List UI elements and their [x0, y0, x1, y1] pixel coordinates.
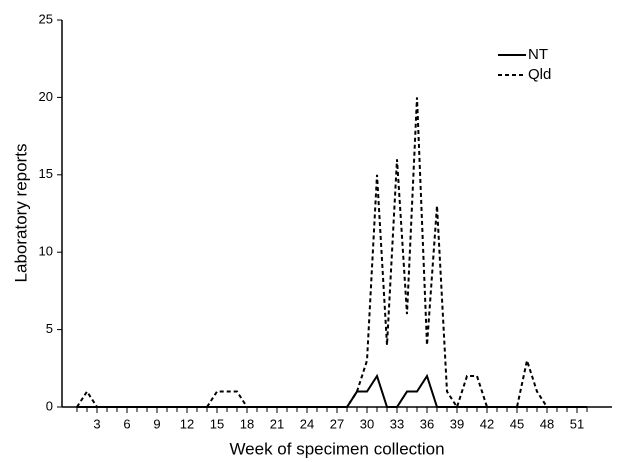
y-tick-label: 10 — [39, 244, 53, 259]
y-tick-label: 5 — [46, 321, 53, 336]
x-tick-label: 45 — [510, 416, 524, 431]
x-tick-label: 27 — [330, 416, 344, 431]
x-tick-label: 30 — [360, 416, 374, 431]
x-tick-label: 48 — [540, 416, 554, 431]
x-tick-label: 15 — [210, 416, 224, 431]
x-tick-label: 33 — [390, 416, 404, 431]
x-tick-label: 6 — [123, 416, 130, 431]
y-tick-label: 25 — [39, 11, 53, 26]
legend-label: NT — [528, 46, 548, 63]
x-tick-label: 3 — [93, 416, 100, 431]
y-tick-label: 0 — [46, 398, 53, 413]
x-tick-label: 42 — [480, 416, 494, 431]
line-qld — [76, 97, 587, 410]
y-tick-label: 20 — [39, 89, 53, 104]
x-axis-title: Week of specimen collection — [229, 439, 444, 458]
x-tick-label: 21 — [270, 416, 284, 431]
x-tick-label: 39 — [450, 416, 464, 431]
x-tick-label: 36 — [420, 416, 434, 431]
y-axis-title: Laboratory reports — [11, 144, 30, 283]
x-tick-label: 51 — [570, 416, 584, 431]
x-tick-label: 9 — [153, 416, 160, 431]
line-nt — [77, 373, 587, 408]
x-tick-label: 18 — [240, 416, 254, 431]
x-tick-label: 12 — [180, 416, 194, 431]
y-tick-label: 15 — [39, 166, 53, 181]
legend-label: Qld — [528, 66, 551, 83]
x-tick-label: 24 — [300, 416, 314, 431]
